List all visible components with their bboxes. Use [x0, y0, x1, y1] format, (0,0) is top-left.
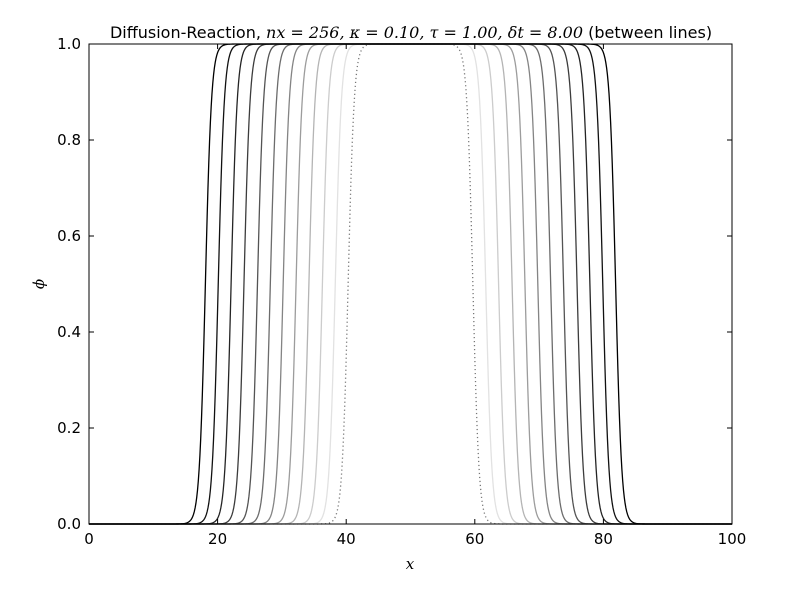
x-axis-label: x [406, 555, 415, 573]
x-tick-label: 40 [337, 530, 356, 548]
chart-title-suffix: (between lines) [583, 23, 712, 42]
x-tick-label: 60 [465, 530, 484, 548]
x-tick-label: 20 [208, 530, 227, 548]
y-tick-label: 0.0 [57, 515, 81, 533]
chart-title-math: nx = 256, κ = 0.10, τ = 1.00, δt = 8.00 [266, 23, 583, 42]
y-tick-label: 0.4 [57, 323, 81, 341]
y-tick-label: 0.6 [57, 227, 81, 245]
y-tick-label: 0.8 [57, 131, 81, 149]
y-tick-label: 1.0 [57, 35, 81, 53]
x-tick-label: 0 [84, 530, 94, 548]
chart-title: Diffusion-Reaction, nx = 256, κ = 0.10, … [110, 23, 712, 42]
y-tick-label: 0.2 [57, 419, 81, 437]
x-tick-label: 100 [718, 530, 747, 548]
chart-title-prefix: Diffusion-Reaction, [110, 23, 266, 42]
x-tick-label: 80 [594, 530, 613, 548]
ticks-layer: 0 20 40 60 80 100 0.0 0.2 0.4 0.6 0.8 1.0 [57, 35, 746, 548]
plot-frame [88, 43, 733, 525]
y-axis-label: ϕ [30, 279, 48, 289]
